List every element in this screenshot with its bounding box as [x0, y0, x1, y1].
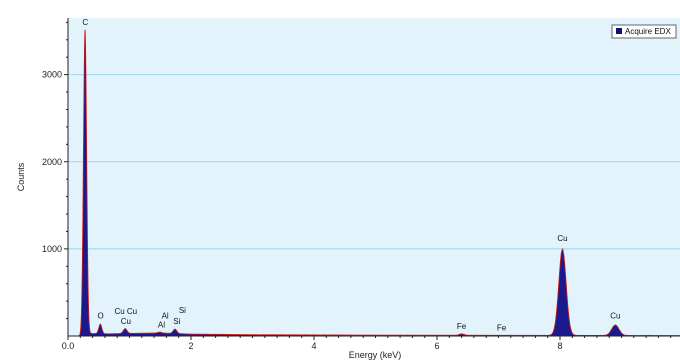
spectrum-outline: [78, 29, 680, 337]
peak-label: Si: [173, 317, 180, 326]
x-tick-label: 8: [557, 341, 562, 351]
axes: 0.0 2 4 6 8 1000 2000 3000: [42, 18, 680, 351]
peak-label: Fe: [457, 322, 467, 331]
y-tick-label: 1000: [42, 244, 62, 254]
peak-label: Cu: [115, 307, 125, 316]
plot-area: [68, 18, 680, 336]
x-tick-label: 4: [311, 341, 316, 351]
peak-label: Al: [158, 321, 165, 330]
peak-label: O: [97, 312, 103, 321]
y-axis-title: Counts: [16, 162, 26, 191]
peak-label: C: [82, 18, 88, 27]
peak-label: Cu: [610, 312, 620, 321]
peak-label: Cu: [127, 307, 137, 316]
legend-swatch: [616, 28, 622, 34]
x-tick-label: 0.0: [62, 341, 75, 351]
spectrum-layer: [78, 29, 680, 337]
gridlines: [68, 74, 680, 250]
legend-label: Acquire EDX: [625, 27, 671, 36]
peak-label: Si: [179, 306, 186, 315]
x-tick-label: 2: [188, 341, 193, 351]
legend: Acquire EDX: [611, 24, 677, 39]
y-tick-label: 2000: [42, 157, 62, 167]
peak-label: Fe: [497, 323, 507, 332]
x-tick-label: 6: [434, 341, 439, 351]
peak-label: Al: [162, 312, 169, 321]
peak-label: Cu: [557, 234, 567, 243]
x-axis-title: Energy (keV): [349, 350, 402, 360]
peak-label: Cu: [121, 317, 131, 326]
y-tick-label: 3000: [42, 70, 62, 80]
legend-box: [611, 24, 677, 39]
